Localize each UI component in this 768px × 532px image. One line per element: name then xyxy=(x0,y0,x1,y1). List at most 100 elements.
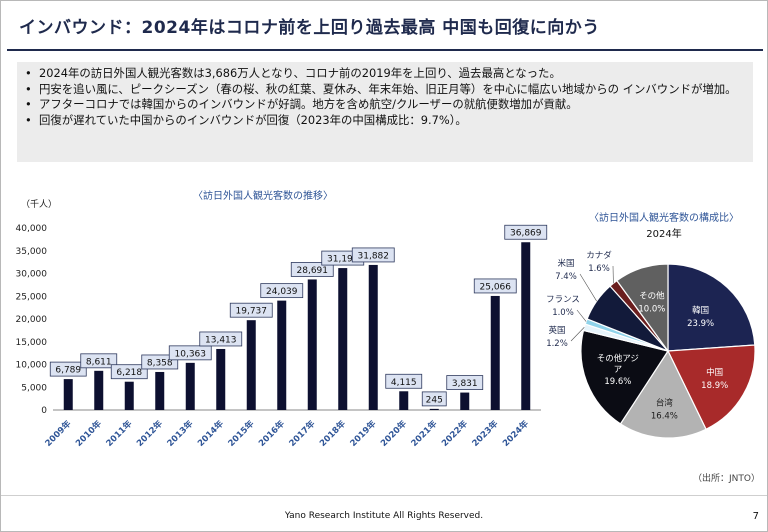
summary-bullets: 2024年の訪日外国人観光客数は3,686万人となり、コロナ前の2019年を上回… xyxy=(17,62,753,162)
bar xyxy=(94,370,104,410)
data-label: 8,358 xyxy=(147,358,173,368)
x-tick-label: 2016年 xyxy=(256,418,287,449)
y-tick-label: 30,000 xyxy=(16,270,48,280)
pie-leader-line xyxy=(570,327,585,342)
y-tick-label: 15,000 xyxy=(16,338,48,348)
page-number: 7 xyxy=(752,511,759,522)
bar xyxy=(246,320,256,410)
data-label-box xyxy=(421,391,447,407)
data-label: 25,066 xyxy=(480,282,512,292)
bar xyxy=(277,300,287,410)
bar-chart: 0 5,000 10,000 15,000 20,000 25,000 30,000 35,0… xyxy=(16,224,548,449)
bullet-item: アフターコロナでは韓国からのインバウンドが好調。地方を含め航空/クルーザーの就航… xyxy=(17,97,753,113)
y-tick-label: 35,000 xyxy=(16,247,48,257)
bullet-item: 回復が遅れていた中国からのインバウンドが回復（2023年の中国構成比：9.7%）… xyxy=(17,113,753,129)
data-label-box xyxy=(473,278,517,294)
x-tick-label: 2022年 xyxy=(439,418,470,449)
bullet-item: 2024年の訪日外国人観光客数は3,686万人となり、コロナ前の2019年を上回… xyxy=(17,66,753,82)
pie-slice-name: その他アジ xyxy=(597,353,639,364)
data-label: 19,737 xyxy=(236,307,268,317)
x-tick-label: 2014年 xyxy=(195,418,226,449)
pie-slice xyxy=(667,263,756,352)
pie-slice-name: 米国 xyxy=(557,258,574,269)
data-label: 6,789 xyxy=(55,366,81,376)
data-label-box xyxy=(168,345,212,361)
pie-leader-line xyxy=(576,309,587,322)
data-label-box xyxy=(199,331,243,347)
bar-chart-unit: （千人） xyxy=(21,200,58,210)
pie-slice-value: 1.0% xyxy=(552,308,574,318)
pie-slice-name: 英国 xyxy=(548,325,565,336)
x-tick-label: 2010年 xyxy=(73,418,104,449)
x-tick-label: 2017年 xyxy=(287,418,318,449)
pie-slice-name: カナダ xyxy=(586,250,612,261)
pie-slice xyxy=(616,263,669,353)
bar xyxy=(63,379,73,410)
data-label: 8,611 xyxy=(86,357,112,367)
data-label-box xyxy=(260,283,304,299)
source-note: （出所：JNTO） xyxy=(693,474,760,484)
pie-slice-value: 1.6% xyxy=(588,264,610,274)
data-label: 6,218 xyxy=(116,368,142,378)
bar xyxy=(155,371,165,410)
y-tick-label: 10,000 xyxy=(16,361,48,371)
pie-slice xyxy=(667,344,756,431)
pie-slice-name: 中国 xyxy=(706,367,723,378)
x-tick-label: 2019年 xyxy=(348,418,379,449)
bar xyxy=(490,295,500,410)
title-divider xyxy=(7,49,763,51)
bar xyxy=(429,408,439,410)
footer-copyright: Yano Research Institute All Rights Reser… xyxy=(284,511,484,521)
footer-divider xyxy=(1,495,767,496)
data-label-box xyxy=(351,247,395,263)
y-tick-label: 25,000 xyxy=(16,292,48,302)
data-label-box xyxy=(504,224,548,240)
data-label: 31,882 xyxy=(358,251,390,261)
pie-slice-name: ア xyxy=(614,365,623,375)
bar-chart-title: 〈訪日外国人観光客数の推移〉 xyxy=(193,191,333,202)
x-tick-label: 2013年 xyxy=(165,418,196,449)
data-label-box xyxy=(229,302,273,318)
pie-slice-value: 1.2% xyxy=(546,339,568,349)
pie-slice-name: 韓国 xyxy=(692,305,709,316)
pie-slice xyxy=(580,329,669,425)
pie-slice-name: 台湾 xyxy=(656,397,674,408)
pie-slice-value: 19.6% xyxy=(604,377,631,387)
data-label: 4,115 xyxy=(391,378,417,388)
pie-slice xyxy=(619,349,707,439)
data-label-box xyxy=(110,364,148,380)
bar xyxy=(216,348,226,410)
pie-chart-subtitle: 2024年 xyxy=(646,229,682,240)
data-label-box xyxy=(290,262,334,277)
x-tick-label: 2020年 xyxy=(378,418,409,449)
y-tick-label: 40,000 xyxy=(16,224,48,234)
data-label: 24,039 xyxy=(266,287,298,297)
x-tick-label: 2021年 xyxy=(409,418,440,449)
pie-slice-name: フランス xyxy=(546,295,580,305)
pie-slice-value: 16.4% xyxy=(651,411,678,421)
pie-slice-name: その他 xyxy=(639,290,665,301)
pie-slice-value: 18.9% xyxy=(701,381,728,391)
bar xyxy=(399,391,409,410)
y-tick-label: 5,000 xyxy=(21,383,47,393)
data-label: 10,363 xyxy=(175,349,207,359)
x-tick-label: 2015年 xyxy=(226,418,257,449)
pie-slice-value: 23.9% xyxy=(687,319,714,329)
data-label-box xyxy=(446,375,484,390)
data-label: 13,413 xyxy=(205,335,237,345)
x-tick-label: 2011年 xyxy=(104,418,135,449)
data-label: 3,831 xyxy=(452,379,478,389)
data-label-box xyxy=(141,354,179,370)
x-tick-label: 2012年 xyxy=(134,418,165,449)
bar xyxy=(521,242,531,410)
bar xyxy=(124,381,134,410)
bar xyxy=(460,392,470,410)
pie-slice-value: 10.0% xyxy=(638,304,665,314)
y-tick-label: 0 xyxy=(41,406,47,416)
data-label: 31,191 xyxy=(327,255,359,265)
data-label: 28,691 xyxy=(297,266,329,276)
pie-slice-value: 7.4% xyxy=(555,272,577,282)
data-label-box xyxy=(80,353,118,369)
